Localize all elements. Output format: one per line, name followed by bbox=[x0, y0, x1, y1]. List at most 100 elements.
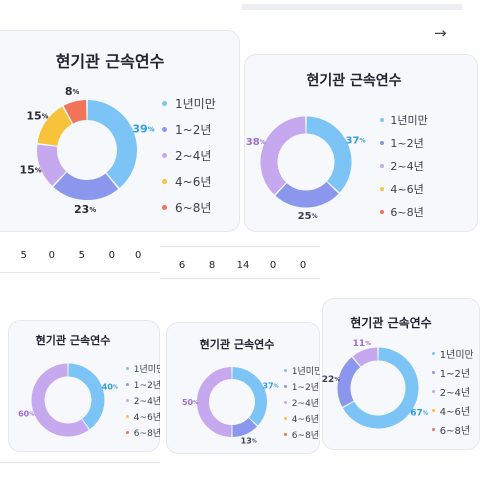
donut-slice-1년미만 bbox=[68, 363, 105, 430]
legend-label: 4~6년 bbox=[175, 174, 212, 189]
chart-title: 현기관 근속연수 bbox=[199, 338, 275, 351]
legend-item: 2~4년 bbox=[380, 154, 428, 177]
legend-dot-icon bbox=[284, 368, 287, 372]
legend-label: 4~6년 bbox=[291, 414, 320, 425]
top-divider bbox=[242, 4, 462, 10]
legend-item: 6~8년 bbox=[126, 424, 160, 440]
donut-slice-1~2년 bbox=[275, 181, 339, 208]
legend-label: 1~2년 bbox=[439, 369, 471, 380]
legend-item: 6~8년 bbox=[380, 200, 428, 223]
chart-tile-1: 현기관 근속연수 39% 23% 15% 15% 8% 1년미만 1~2년 2~4년 4~6년… bbox=[0, 0, 240, 240]
cropped-text bbox=[0, 470, 160, 480]
data-label: 15% bbox=[26, 109, 48, 122]
legend-dot-icon bbox=[162, 126, 167, 132]
legend-dot-icon bbox=[162, 152, 167, 158]
data-label: 8% bbox=[65, 85, 80, 98]
data-label: 40% bbox=[102, 382, 118, 391]
donut-slice-6~8년 bbox=[63, 100, 88, 124]
legend-dot-icon bbox=[284, 400, 287, 404]
data-label: 13% bbox=[241, 436, 257, 445]
data-label: 11% bbox=[353, 338, 372, 348]
legend-dot-icon bbox=[126, 414, 129, 418]
table-cell: 6 bbox=[178, 260, 186, 271]
row-divider bbox=[160, 246, 320, 247]
legend-label: 1년미만 bbox=[291, 366, 320, 377]
data-label: 38% bbox=[246, 137, 266, 148]
table-cell: 5 bbox=[20, 250, 27, 261]
chart-tile-5: 현기관 근속연수 67% 22% 11% 1년미만 1~2년 2~4년 4~6년 6~8년 bbox=[320, 290, 480, 480]
chart-legend: 1년미만 1~2년 2~4년 4~6년 6~8년 bbox=[432, 344, 474, 439]
chart-legend: 1년미만 1~2년 2~4년 4~6년 6~8년 bbox=[380, 108, 428, 223]
legend-dot-icon bbox=[432, 352, 435, 355]
data-label: 25% bbox=[298, 211, 318, 222]
legend-item: 4~6년 bbox=[380, 177, 428, 200]
table-cell: 0 bbox=[299, 260, 307, 271]
data-label: 22% bbox=[322, 375, 341, 385]
donut-slice-1~2년 bbox=[337, 357, 361, 407]
table-cell: 8 bbox=[208, 260, 216, 271]
donut-slice-1년미만 bbox=[232, 367, 267, 426]
legend-label: 4~6년 bbox=[390, 182, 424, 196]
legend-dot-icon bbox=[126, 366, 129, 370]
donut-slice-2~4년 bbox=[31, 363, 89, 437]
donut-slice-2~4년 bbox=[352, 347, 378, 367]
legend-label: 6~8년 bbox=[175, 200, 212, 215]
legend-dot-icon bbox=[162, 100, 167, 106]
legend-label: 2~4년 bbox=[291, 398, 320, 409]
legend-label: 1~2년 bbox=[390, 136, 424, 150]
legend-item: 1년미만 bbox=[284, 362, 320, 378]
legend-label: 6~8년 bbox=[133, 428, 160, 439]
legend-dot-icon bbox=[380, 209, 384, 214]
chart-legend: 1년미만 1~2년 2~4년 4~6년 6~8년 bbox=[162, 90, 216, 220]
row-divider bbox=[160, 278, 320, 279]
legend-label: 1~2년 bbox=[175, 122, 212, 137]
donut-slice-2~4년 bbox=[197, 367, 232, 437]
legend-item: 2~4년 bbox=[284, 394, 320, 410]
donut-chart: 40% 60% bbox=[18, 363, 118, 437]
legend-label: 2~4년 bbox=[439, 388, 471, 399]
data-label: 37% bbox=[262, 381, 278, 390]
table-row: 5 0 5 0 0 bbox=[0, 250, 160, 261]
data-label: 15% bbox=[19, 163, 41, 176]
donut-slice-1~2년 bbox=[232, 417, 258, 437]
legend-dot-icon bbox=[162, 204, 167, 210]
legend-item: 1~2년 bbox=[284, 378, 320, 394]
chart-tile-3: 현기관 근속연수 40% 60% 1년미만 1~2년 2~4년 4~6년 6~8년 bbox=[0, 300, 160, 480]
legend-dot-icon bbox=[380, 186, 384, 191]
legend-item: 4~6년 bbox=[284, 410, 320, 426]
legend-dot-icon bbox=[126, 430, 129, 434]
arrow-right-icon[interactable]: → bbox=[434, 24, 447, 42]
legend-dot-icon bbox=[432, 428, 435, 431]
legend-item: 4~6년 bbox=[162, 168, 216, 194]
legend-label: 1년미만 bbox=[439, 350, 474, 361]
row-divider bbox=[0, 272, 160, 273]
legend-label: 6~8년 bbox=[390, 205, 424, 219]
legend-label: 1년미만 bbox=[390, 113, 428, 127]
legend-label: 2~4년 bbox=[390, 159, 424, 173]
donut-slice-1년미만 bbox=[342, 347, 419, 429]
chart-tile-4: 현기관 근속연수 37% 13% 50% 1년미만 1~2년 2~4년 4~6년 6~8년 bbox=[160, 300, 320, 480]
data-label: 50% bbox=[182, 398, 198, 407]
legend-dot-icon bbox=[432, 371, 435, 374]
donut-chart: 39% 23% 15% 15% 8% bbox=[19, 85, 154, 216]
chart-title: 현기관 근속연수 bbox=[350, 316, 432, 330]
legend-label: 6~8년 bbox=[291, 430, 320, 441]
legend-dot-icon bbox=[380, 163, 384, 168]
donut-chart: 67% 22% 11% bbox=[322, 338, 429, 429]
data-label: 67% bbox=[410, 408, 429, 418]
legend-item: 4~6년 bbox=[432, 401, 474, 420]
legend-item: 1~2년 bbox=[432, 363, 474, 382]
legend-item: 2~4년 bbox=[126, 392, 160, 408]
chart-title: 현기관 근속연수 bbox=[35, 334, 111, 347]
legend-dot-icon bbox=[126, 398, 129, 402]
legend-label: 1년미만 bbox=[133, 364, 160, 375]
table-cell: 0 bbox=[134, 250, 142, 261]
table-cell: 0 bbox=[108, 250, 115, 261]
donut-slice-1~2년 bbox=[53, 171, 119, 200]
legend-item: 1년미만 bbox=[162, 90, 216, 116]
donut-slice-1년미만 bbox=[86, 100, 137, 188]
donut-chart: 37% 13% 50% bbox=[182, 367, 279, 445]
legend-dot-icon bbox=[432, 409, 435, 412]
data-label: 39% bbox=[132, 123, 154, 136]
data-label: 60% bbox=[18, 409, 34, 418]
